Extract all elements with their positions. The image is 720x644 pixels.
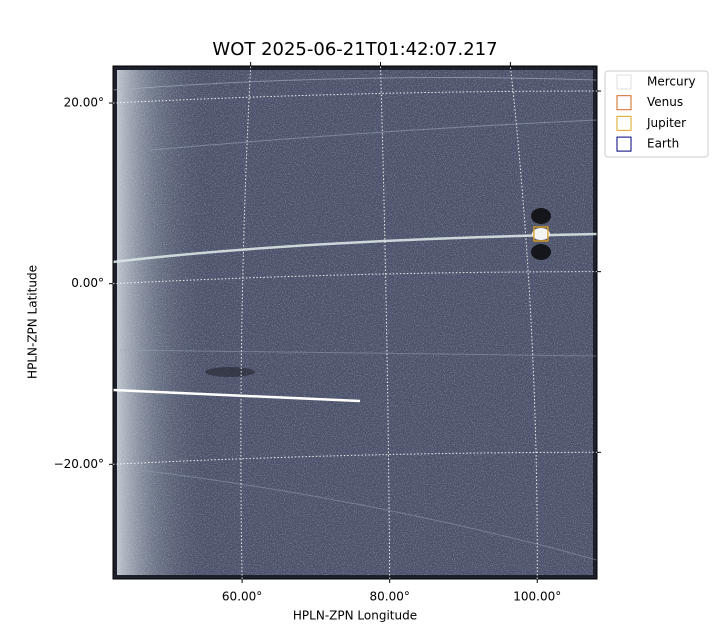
legend-marker <box>616 74 632 90</box>
legend-label: Venus <box>647 95 683 109</box>
legend-label: Mercury <box>647 75 696 89</box>
grid-line <box>509 65 538 580</box>
chart-title: WOT 2025-06-21T01:42:07.217 <box>212 39 497 60</box>
axes-frame <box>112 65 598 580</box>
grid-line <box>112 271 598 285</box>
x-tick-label: 80.00° <box>369 590 409 604</box>
grid-line <box>380 65 391 580</box>
planet-marker <box>533 226 549 242</box>
grid-line <box>112 451 598 465</box>
y-tick-label: −20.00° <box>54 457 104 471</box>
y-axis-label: HPLN-ZPN Latitude <box>26 265 40 379</box>
legend-marker <box>616 115 632 131</box>
x-tick-label: 60.00° <box>222 590 262 604</box>
x-axis-label: HPLN-ZPN Longitude <box>293 609 417 623</box>
legend-label: Earth <box>647 137 679 151</box>
y-tick-label: 20.00° <box>64 96 104 110</box>
x-tick-label: 100.00° <box>513 590 561 604</box>
sky-image <box>113 66 597 579</box>
legend-label: Jupiter <box>646 116 686 130</box>
legend-marker <box>616 136 632 152</box>
grid-line <box>112 90 598 104</box>
y-tick-label: 0.00° <box>71 276 104 290</box>
grid-line <box>240 65 252 580</box>
legend-marker <box>616 95 632 111</box>
legend <box>604 70 709 158</box>
